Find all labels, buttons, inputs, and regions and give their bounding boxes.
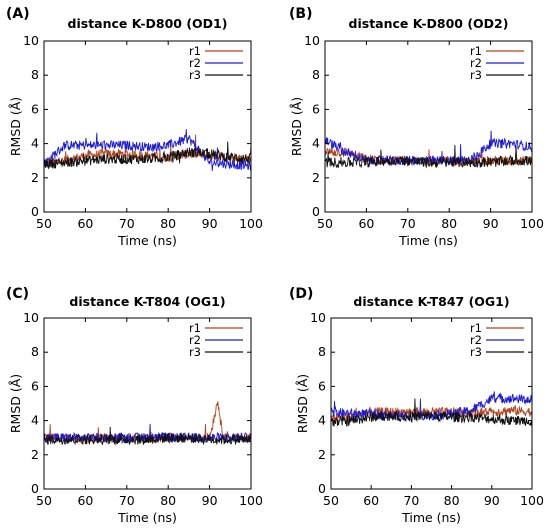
- y-tick-label: 4: [31, 136, 39, 151]
- legend-label: r3: [189, 68, 201, 82]
- series-line-r2: [331, 391, 533, 422]
- series-line-r2: [43, 129, 252, 171]
- legend-label: r1: [189, 44, 201, 58]
- x-tick-label: 60: [363, 493, 379, 508]
- panel-label: (B): [289, 6, 312, 22]
- series-line-r2: [324, 130, 533, 167]
- plot-frame: [330, 317, 533, 490]
- x-tick-label: 50: [323, 493, 339, 508]
- chart-title: distance K-D800 (OD2): [349, 16, 509, 31]
- legend-label: r1: [470, 44, 482, 58]
- x-tick-label: 60: [77, 493, 93, 508]
- y-tick-label: 0: [318, 481, 326, 496]
- x-tick-label: 60: [77, 216, 93, 231]
- x-tick-label: 70: [119, 216, 135, 231]
- y-axis-label: RMSD (Å): [289, 97, 304, 156]
- x-tick-label: 100: [239, 216, 263, 231]
- y-tick-label: 4: [312, 136, 320, 151]
- y-tick-label: 8: [31, 344, 39, 359]
- plot-frame: [43, 317, 252, 490]
- legend-label: r3: [189, 345, 201, 359]
- y-tick-label: 2: [312, 170, 320, 185]
- panel-label: (A): [6, 6, 30, 22]
- x-tick-label: 70: [119, 493, 135, 508]
- y-tick-label: 10: [23, 310, 39, 325]
- y-tick-label: 6: [312, 101, 320, 116]
- y-tick-label: 10: [304, 33, 320, 48]
- x-tick-label: 90: [202, 216, 218, 231]
- x-tick-label: 70: [403, 493, 419, 508]
- y-axis-label: RMSD (Å): [8, 97, 23, 156]
- y-tick-label: 4: [31, 413, 39, 428]
- series-line-r3: [43, 141, 252, 170]
- x-tick-label: 70: [400, 216, 416, 231]
- y-tick-label: 0: [312, 204, 320, 219]
- x-tick-label: 60: [358, 216, 374, 231]
- x-tick-label: 80: [160, 493, 176, 508]
- legend-label: r1: [470, 321, 482, 335]
- x-axis-label: Time (ns): [117, 233, 177, 248]
- x-tick-label: 100: [520, 216, 544, 231]
- plot-frame: [43, 40, 252, 213]
- chart-title: distance K-D800 (OD1): [68, 16, 228, 31]
- y-tick-label: 8: [318, 344, 326, 359]
- x-tick-label: 90: [483, 216, 499, 231]
- y-tick-label: 4: [318, 413, 326, 428]
- legend-label: r2: [189, 56, 201, 70]
- x-axis-label: Time (ns): [398, 233, 458, 248]
- legend-label: r2: [470, 56, 482, 70]
- panel-label: (C): [6, 286, 29, 302]
- x-tick-label: 80: [160, 216, 176, 231]
- y-tick-label: 0: [31, 481, 39, 496]
- legend-label: r1: [189, 321, 201, 335]
- y-tick-label: 6: [318, 378, 326, 393]
- y-tick-label: 6: [31, 378, 39, 393]
- x-tick-label: 90: [484, 493, 500, 508]
- x-tick-label: 80: [441, 216, 457, 231]
- legend-label: r2: [470, 333, 482, 347]
- y-tick-label: 10: [23, 33, 39, 48]
- y-tick-label: 2: [31, 447, 39, 462]
- y-tick-label: 6: [31, 101, 39, 116]
- x-tick-label: 50: [317, 216, 333, 231]
- x-tick-label: 50: [36, 216, 52, 231]
- y-tick-label: 2: [318, 447, 326, 462]
- series-line-r3: [324, 144, 533, 169]
- y-axis-label: RMSD (Å): [8, 374, 23, 433]
- x-tick-label: 50: [36, 493, 52, 508]
- y-tick-label: 0: [31, 204, 39, 219]
- x-tick-label: 90: [202, 493, 218, 508]
- legend-label: r2: [189, 333, 201, 347]
- y-axis-label: RMSD (Å): [295, 374, 310, 433]
- series-line-r3: [330, 398, 533, 427]
- x-tick-label: 100: [520, 493, 544, 508]
- x-axis-label: Time (ns): [401, 510, 461, 525]
- x-tick-label: 100: [239, 493, 263, 508]
- series-line-r3: [43, 426, 252, 446]
- legend-label: r3: [470, 68, 482, 82]
- y-tick-label: 8: [31, 67, 39, 82]
- chart-title: distance K-T847 (OG1): [353, 294, 509, 309]
- legend-label: r3: [470, 345, 482, 359]
- panel-label: (D): [289, 286, 313, 302]
- y-tick-label: 10: [310, 310, 326, 325]
- y-tick-label: 8: [312, 67, 320, 82]
- plot-frame: [324, 40, 533, 213]
- chart-title: distance K-T804 (OG1): [69, 294, 225, 309]
- y-tick-label: 2: [31, 170, 39, 185]
- x-tick-label: 80: [444, 493, 460, 508]
- x-axis-label: Time (ns): [117, 510, 177, 525]
